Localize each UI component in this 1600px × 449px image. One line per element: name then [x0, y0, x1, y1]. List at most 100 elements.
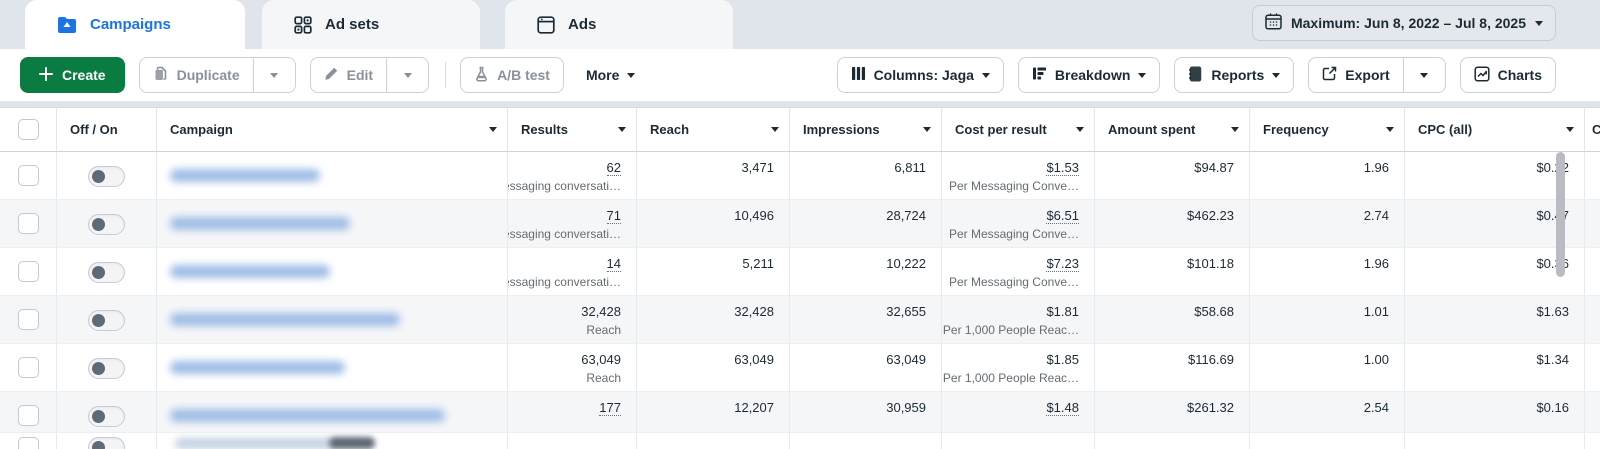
chevron-down-icon: [1272, 72, 1281, 78]
results-value[interactable]: 62: [606, 160, 621, 176]
row-checkbox[interactable]: [18, 309, 39, 330]
column-header-cpc-all[interactable]: CPC (all): [1405, 108, 1585, 151]
cost-per-result-cell: $1.85 Per 1,000 People Reac…: [942, 344, 1095, 391]
results-value[interactable]: 177: [599, 400, 621, 416]
row-checkbox[interactable]: [18, 437, 39, 449]
sort-caret-icon[interactable]: [923, 127, 931, 132]
campaign-cell: [157, 248, 508, 295]
campaign-toggle[interactable]: [88, 214, 125, 235]
duplicate-split-button: Duplicate: [138, 57, 296, 93]
campaign-name-blur[interactable]: [170, 409, 445, 422]
more-button[interactable]: More: [586, 67, 636, 83]
campaign-name-blur[interactable]: [170, 217, 350, 230]
campaigns-table: Off / On Campaign Results Reach Impressi…: [0, 107, 1600, 449]
column-header-results[interactable]: Results: [508, 108, 637, 151]
sort-caret-icon[interactable]: [1231, 127, 1239, 132]
reach-cell: 5,211: [637, 248, 790, 295]
edit-dropdown-button[interactable]: [387, 57, 430, 93]
results-value[interactable]: 71: [606, 208, 621, 224]
campaign-name-blur[interactable]: [170, 313, 400, 326]
column-header-reach[interactable]: Reach: [637, 108, 790, 151]
table-row: 71 Messaging conversati… 10,496 28,724 $…: [0, 200, 1600, 248]
sort-caret-icon[interactable]: [1566, 127, 1574, 132]
campaign-name-blur[interactable]: [170, 361, 345, 374]
column-header-amount-spent[interactable]: Amount spent: [1095, 108, 1250, 151]
create-button[interactable]: Create: [20, 57, 125, 93]
columns-button[interactable]: Columns: Jaga: [836, 57, 1004, 93]
edit-button[interactable]: Edit: [309, 57, 388, 93]
campaign-toggle[interactable]: [88, 262, 125, 283]
reach-value: 10,496: [734, 208, 774, 223]
cost-value[interactable]: $6.51: [1046, 208, 1079, 224]
date-range-button[interactable]: Maximum: Jun 8, 2022 – Jul 8, 2025: [1251, 5, 1556, 41]
campaign-name-blur[interactable]: [175, 438, 335, 449]
sort-caret-icon[interactable]: [771, 127, 779, 132]
checkbox-cell: [0, 392, 57, 432]
campaign-name-blur[interactable]: [170, 265, 330, 278]
toggle-cell: [57, 392, 157, 432]
row-checkbox[interactable]: [18, 165, 39, 186]
breakdown-button[interactable]: Breakdown: [1017, 57, 1161, 93]
tab-ad-sets[interactable]: Ad sets: [262, 0, 480, 49]
results-sub: Messaging conversati…: [508, 275, 621, 289]
tab-label: Ad sets: [325, 16, 380, 33]
amount-spent-cell: $116.69: [1095, 344, 1250, 391]
reach-cell: 3,471: [637, 152, 790, 199]
next-column-cell: [1585, 344, 1600, 391]
sort-caret-icon[interactable]: [1386, 127, 1394, 132]
row-checkbox[interactable]: [18, 357, 39, 378]
column-label: CPC (all): [1418, 122, 1473, 137]
charts-label: Charts: [1497, 67, 1542, 83]
cost-value[interactable]: $7.23: [1046, 256, 1079, 272]
column-header-cost-per-result[interactable]: Cost per result: [942, 108, 1095, 151]
sort-caret-icon[interactable]: [1076, 127, 1084, 132]
export-button[interactable]: Export: [1308, 57, 1404, 93]
row-checkbox[interactable]: [18, 213, 39, 234]
cost-value: $1.81: [1046, 304, 1079, 319]
tab-ads[interactable]: Ads: [505, 0, 733, 49]
cost-sub: Per Messaging Conve…: [948, 179, 1079, 193]
toggle-cell: [57, 296, 157, 343]
cost-per-result-cell: $7.23 Per Messaging Conve…: [942, 248, 1095, 295]
campaign-toggle[interactable]: [88, 166, 125, 187]
row-checkbox[interactable]: [18, 261, 39, 282]
sort-caret-icon[interactable]: [618, 127, 626, 132]
campaign-name-blur[interactable]: [170, 169, 320, 182]
checkbox-cell: [0, 248, 57, 295]
results-value[interactable]: 14: [606, 256, 621, 272]
checkbox-cell: [0, 433, 57, 449]
column-label: Off / On: [70, 122, 118, 137]
column-header-campaign[interactable]: Campaign: [157, 108, 508, 151]
select-all-checkbox[interactable]: [18, 119, 39, 140]
duplicate-dropdown-button[interactable]: [253, 57, 296, 93]
export-dropdown-button[interactable]: [1403, 57, 1446, 93]
next-column-cell: [1585, 296, 1600, 343]
date-range-label: Maximum: Jun 8, 2022 – Jul 8, 2025: [1290, 15, 1526, 31]
tab-label: Campaigns: [90, 16, 171, 33]
campaign-toggle[interactable]: [88, 406, 125, 427]
columns-label: Columns: Jaga: [873, 67, 974, 83]
sort-caret-icon[interactable]: [489, 127, 497, 132]
vertical-scrollbar[interactable]: [1556, 152, 1565, 277]
row-checkbox[interactable]: [18, 405, 39, 426]
ab-test-button[interactable]: A/B test: [460, 57, 564, 93]
results-cell: 32,428 Reach: [508, 296, 637, 343]
frequency-value: 1.01: [1363, 304, 1389, 319]
tab-campaigns[interactable]: Campaigns: [25, 0, 245, 49]
plus-icon: [39, 66, 53, 84]
impressions-cell: [790, 433, 942, 449]
campaign-toggle[interactable]: [88, 310, 125, 331]
cost-value[interactable]: $1.53: [1046, 160, 1079, 176]
amount-spent-cell: [1095, 433, 1250, 449]
chevron-down-icon: [627, 72, 636, 78]
campaign-toggle[interactable]: [88, 358, 125, 379]
column-header-frequency[interactable]: Frequency: [1250, 108, 1405, 151]
charts-button[interactable]: Charts: [1459, 57, 1556, 93]
column-header-impressions[interactable]: Impressions: [790, 108, 942, 151]
duplicate-button[interactable]: Duplicate: [138, 57, 254, 93]
campaign-toggle[interactable]: [88, 437, 125, 449]
reports-button[interactable]: Reports: [1174, 57, 1295, 93]
results-cell: [508, 433, 637, 449]
cost-value[interactable]: $1.48: [1046, 400, 1079, 416]
duplicate-icon: [153, 66, 169, 85]
